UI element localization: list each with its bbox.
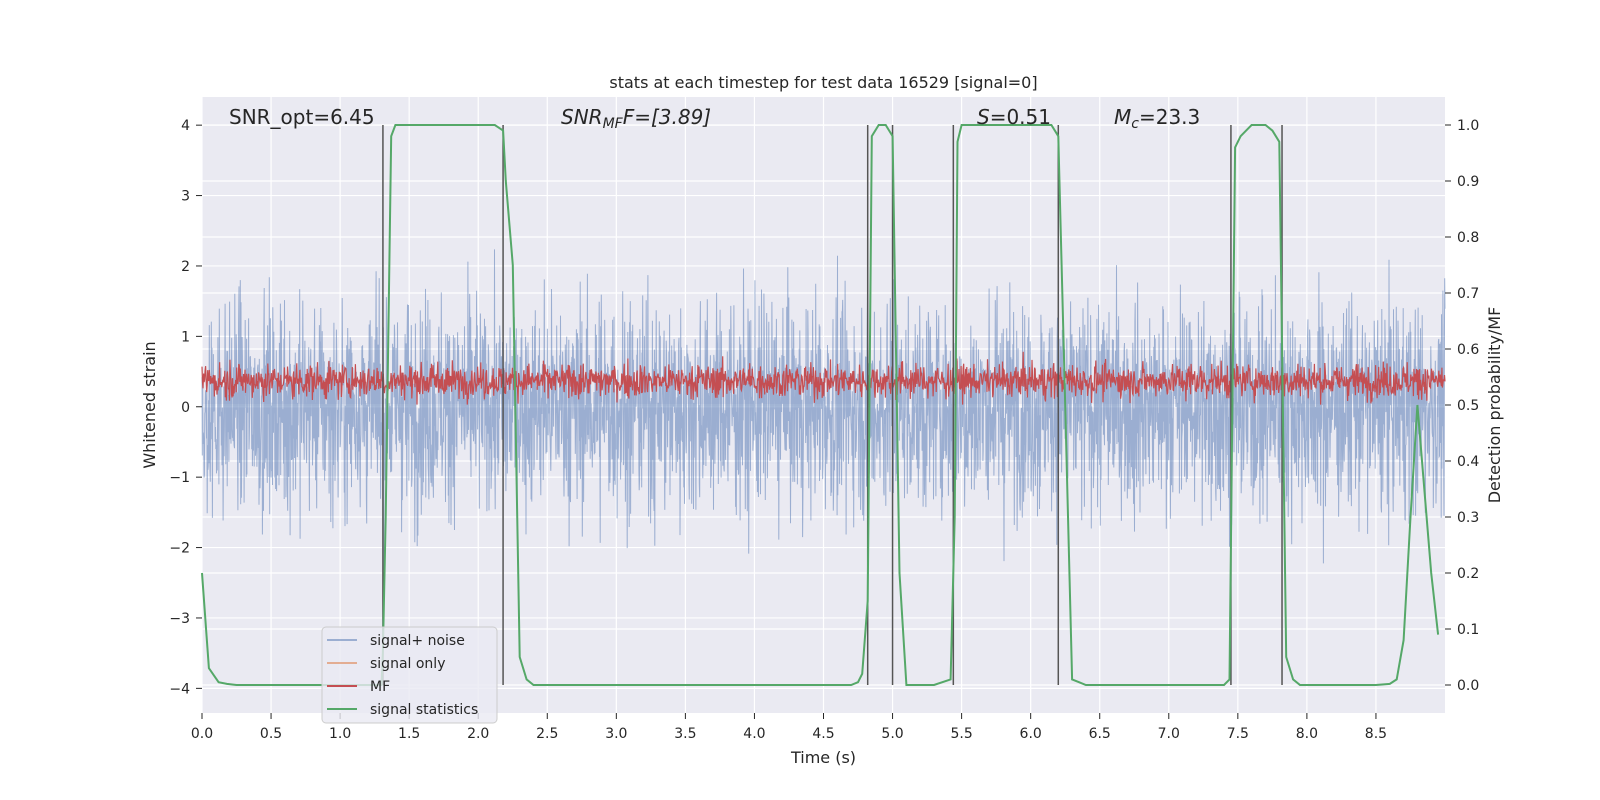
y2-tick-label: 0.1 [1457,622,1479,638]
y-tick-label: −2 [169,541,190,557]
x-axis-label: Time (s) [790,748,856,767]
y-tick-label: 4 [181,118,190,134]
y2-tick-label: 0.5 [1457,398,1479,414]
x-tick-label: 3.5 [674,726,696,742]
y-tick-label: −4 [169,681,190,697]
y-tick-label: −1 [169,470,190,486]
annotation-snr-opt: SNR_opt=6.45 [229,105,375,129]
x-tick-label: 0.0 [191,726,213,742]
x-tick-label: 4.0 [743,726,765,742]
series-mf [201,351,1446,405]
annotation-mc-value: =23.3 [1139,105,1200,129]
annotation-mc-subscript: c [1131,116,1139,132]
y2-axis-label: Detection probability/MF [1485,307,1504,504]
annotation-snr-mf-subscript: MF [603,116,624,132]
x-tick-label: 2.0 [467,726,489,742]
data-layer [201,124,1446,686]
y2-tick-label: 0.0 [1457,678,1479,694]
legend-label-mf: MF [370,679,390,695]
y-tick-label: 3 [181,189,190,205]
y-tick-label: 0 [181,400,190,416]
y2-tick-label: 0.6 [1457,342,1479,358]
x-tick-label: 6.0 [1020,726,1042,742]
x-tick-label: 7.5 [1227,726,1249,742]
annotation-s-value: =0.51 [990,105,1051,129]
annotation-mc: Mc=23.3 [1114,105,1200,132]
axes: 0.0 0.5 1.0 1.5 2.0 2.5 3.0 3.5 4.0 4.5 5.0 5.5 6.0 6… [169,118,1479,742]
annotation-mc-symbol: M [1114,105,1131,129]
legend-label-signal-only: signal only [370,656,445,672]
y-tick-label: 2 [181,259,190,275]
chart-title: stats at each timestep for test data 165… [609,73,1037,92]
y2-tick-label: 0.9 [1457,174,1479,190]
x-tick-label: 1.0 [329,726,351,742]
legend: signal+ noise signal only MF signal stat… [321,626,498,724]
legend-label-signal-noise: signal+ noise [370,633,465,649]
annotation-snr-mf-value: F=[3.89] [623,105,711,129]
x-tick-label: 5.0 [881,726,903,742]
annotation-s: S=0.51 [977,105,1051,129]
x-tick-label: 7.0 [1158,726,1180,742]
x-tick-label: 0.5 [260,726,282,742]
annotation-snr-mf-symbol: SNR [561,105,603,129]
annotation-snr-opt-text: SNR_opt=6.45 [229,105,375,129]
y2-tick-label: 0.4 [1457,454,1479,470]
x-tick-label: 5.5 [950,726,972,742]
legend-label-signal-statistics: signal statistics [370,702,478,718]
x-tick-label: 6.5 [1089,726,1111,742]
y2-tick-label: 0.7 [1457,286,1479,302]
y2-tick-label: 0.3 [1457,510,1479,526]
annotation-s-symbol: S [977,105,990,129]
x-tick-label: 2.5 [536,726,558,742]
x-tick-label: 8.5 [1365,726,1387,742]
y-tick-label: 1 [181,329,190,345]
x-tick-label: 1.5 [398,726,420,742]
y-tick-label: −3 [169,611,190,627]
y2-tick-label: 0.2 [1457,566,1479,582]
y2-tick-label: 1.0 [1457,118,1479,134]
y-axis-label: Whitened strain [140,341,159,468]
x-tick-label: 8.0 [1296,726,1318,742]
series-signal-statistics [201,124,1440,686]
y2-tick-label: 0.8 [1457,230,1479,246]
legend-box [321,626,498,724]
x-tick-label: 3.0 [605,726,627,742]
annotation-snr-mf: SNRMFF=[3.89] [561,105,711,132]
x-tick-label: 4.5 [812,726,834,742]
